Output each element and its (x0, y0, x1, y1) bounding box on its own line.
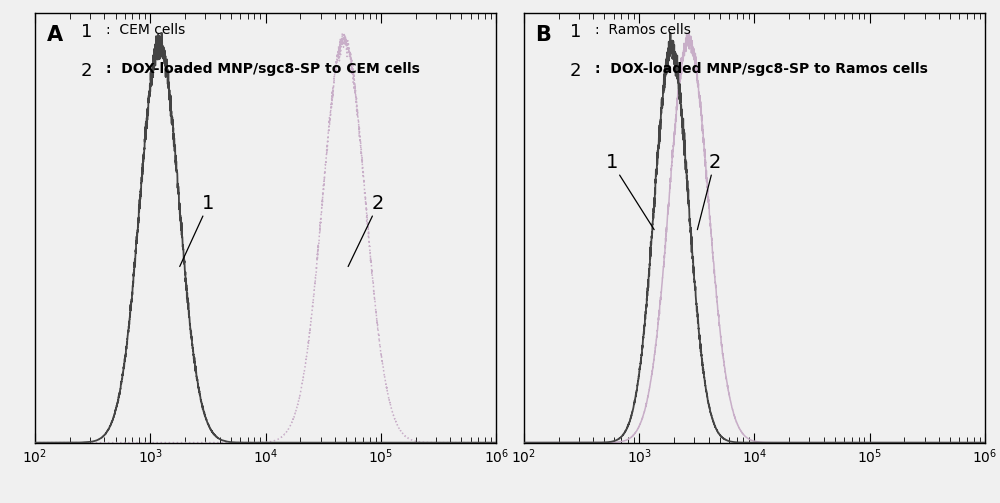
Text: 1: 1 (81, 23, 92, 41)
Text: :  Ramos cells: : Ramos cells (595, 23, 691, 37)
Text: :  DOX-loaded MNP/sgc8-SP to CEM cells: : DOX-loaded MNP/sgc8-SP to CEM cells (106, 62, 420, 76)
Text: 1: 1 (606, 153, 654, 230)
Text: 2: 2 (348, 194, 384, 267)
Text: :  DOX-loaded MNP/sgc8-SP to Ramos cells: : DOX-loaded MNP/sgc8-SP to Ramos cells (595, 62, 928, 76)
Text: 2: 2 (81, 62, 93, 80)
Text: A: A (47, 26, 63, 45)
Text: 2: 2 (697, 153, 721, 230)
Text: :  CEM cells: : CEM cells (106, 23, 186, 37)
Text: B: B (535, 26, 551, 45)
Text: 1: 1 (180, 194, 215, 267)
Text: 1: 1 (570, 23, 581, 41)
Text: 2: 2 (570, 62, 581, 80)
